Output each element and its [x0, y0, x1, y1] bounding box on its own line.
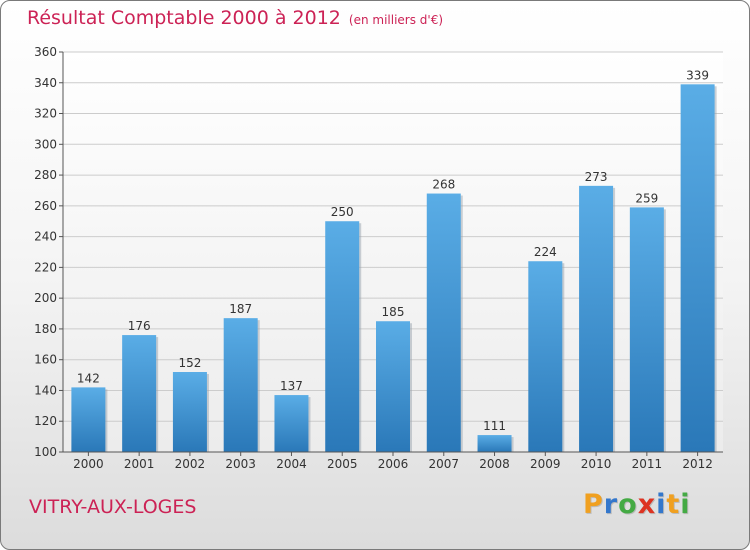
- y-tick-label: 240: [34, 230, 57, 244]
- chart-subtitle: (en milliers d'€): [348, 13, 444, 27]
- y-tick-label: 360: [34, 45, 57, 59]
- bar-value-label: 259: [635, 191, 658, 205]
- y-tick-label: 300: [34, 137, 57, 151]
- bar-2003[interactable]: [223, 318, 258, 452]
- bar-2000[interactable]: [71, 387, 106, 452]
- x-axis: 2000 2001 2002 2003 2004 2005 2006 2007 2008 2009…: [63, 451, 723, 471]
- bar-2001[interactable]: [122, 335, 157, 452]
- x-tick-label: 2011: [632, 457, 663, 471]
- bar-2006[interactable]: [376, 321, 410, 452]
- y-tick-label: 140: [34, 383, 57, 397]
- bar-2004[interactable]: [274, 395, 309, 452]
- x-tick-label: 2008: [479, 457, 510, 471]
- x-tick-label: 2005: [327, 457, 358, 471]
- y-tick-label: 280: [34, 168, 57, 182]
- bar-value-label: 268: [432, 178, 455, 192]
- bar-2010[interactable]: [579, 185, 614, 452]
- x-tick-label: 2007: [428, 457, 459, 471]
- y-tick-label: 160: [34, 353, 57, 367]
- y-tick-label: 340: [34, 76, 57, 90]
- bar-value-label: 187: [229, 302, 252, 316]
- x-tick-label: 2000: [73, 457, 104, 471]
- bar-value-label: 142: [77, 371, 100, 385]
- x-tick-label: 2003: [225, 457, 256, 471]
- logo-letter: i: [656, 489, 667, 520]
- bar-value-label: 185: [382, 305, 405, 319]
- commune-name: VITRY-AUX-LOGES: [29, 496, 197, 518]
- logo-letter: o: [618, 489, 638, 520]
- y-axis: 100 120 140 160 180 200 220 240 260 280 300 320 340 3…: [34, 45, 64, 459]
- bar-value-label: 250: [331, 205, 354, 219]
- chart-title: Résultat Comptable 2000 à 2012: [27, 7, 341, 29]
- logo-letter: P: [583, 489, 604, 520]
- bar-value-label: 176: [128, 319, 151, 333]
- logo-letter: r: [603, 489, 619, 520]
- x-tick-label: 2006: [378, 457, 409, 471]
- y-tick-label: 320: [34, 107, 57, 121]
- x-tick-label: 2010: [581, 457, 612, 471]
- y-tick-label: 120: [34, 414, 57, 428]
- x-tick-label: 2002: [175, 457, 206, 471]
- y-tick-label: 180: [34, 322, 57, 336]
- bar-2012[interactable]: [680, 84, 715, 453]
- bar-value-label: 273: [585, 170, 608, 184]
- logo-letter: x: [637, 489, 657, 520]
- title-row: Résultat Comptable 2000 à 2012 (en millie…: [27, 7, 443, 29]
- logo-letter: i: [680, 489, 691, 520]
- bar-2008[interactable]: [477, 435, 512, 452]
- proxiti-logo[interactable]: Proxiti: [583, 489, 691, 520]
- x-tick-label: 2012: [682, 457, 713, 471]
- y-tick-label: 100: [34, 445, 57, 459]
- y-tick-label: 200: [34, 291, 57, 305]
- bar-2005[interactable]: [325, 221, 360, 452]
- x-tick-label: 2004: [276, 457, 307, 471]
- bar-value-label: 111: [483, 419, 506, 433]
- y-tick-label: 260: [34, 199, 57, 213]
- y-tick-label: 220: [34, 260, 57, 274]
- x-tick-label: 2001: [124, 457, 155, 471]
- bar-2011[interactable]: [629, 207, 664, 452]
- bar-value-label: 152: [178, 356, 201, 370]
- bar-value-label: 137: [280, 379, 303, 393]
- bar-value-label: 224: [534, 245, 557, 259]
- bar-2009[interactable]: [528, 261, 563, 452]
- bar-series: 142 176 152 187 137 250 185 268 111 224 273 259 339: [71, 68, 717, 453]
- bar-value-label: 339: [686, 68, 709, 82]
- bar-2007[interactable]: [426, 193, 461, 453]
- x-tick-label: 2009: [530, 457, 561, 471]
- bar-2002[interactable]: [172, 372, 207, 452]
- logo-letter: t: [666, 489, 681, 520]
